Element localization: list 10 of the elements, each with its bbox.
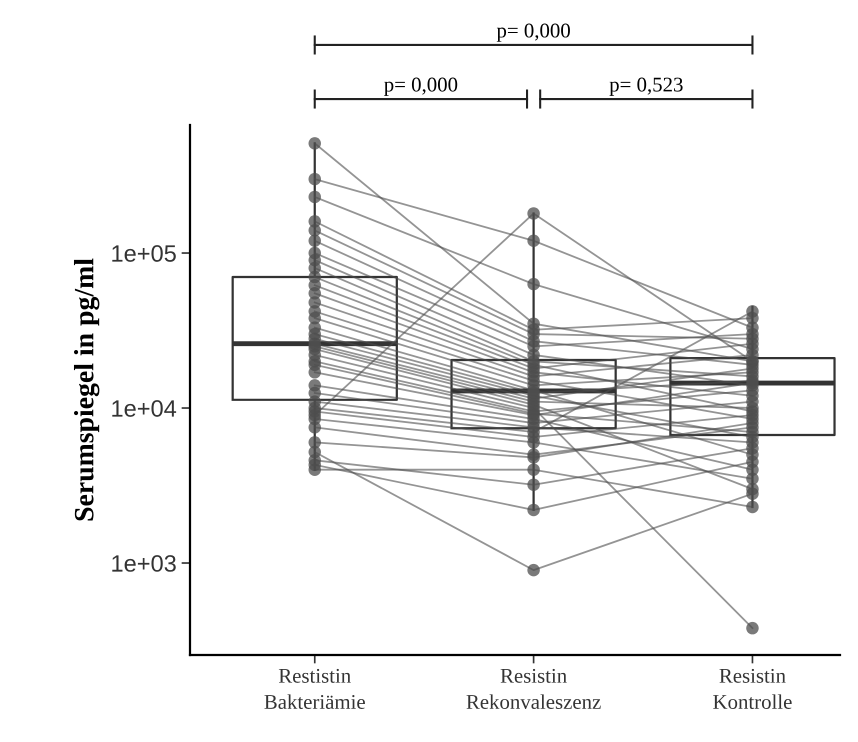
y-tick-label: 1e+04 xyxy=(112,400,176,417)
text: p= 0,523 xyxy=(610,78,683,96)
y-tick-label: 1e+05 xyxy=(112,245,176,262)
y-axis-title: Serumspiegel in pg/ml xyxy=(74,258,100,520)
x-tick-label: Resistin Rekonvaleszenz xyxy=(466,668,601,709)
text: p= 0,000 xyxy=(496,24,570,42)
y-tick-label: 1e+03 xyxy=(112,555,176,572)
x-tick-label: Resistin Kontrolle xyxy=(713,668,792,709)
text: p= 0,000 xyxy=(384,78,458,96)
x-tick-label: Restistin Bakteriämie xyxy=(264,668,365,709)
